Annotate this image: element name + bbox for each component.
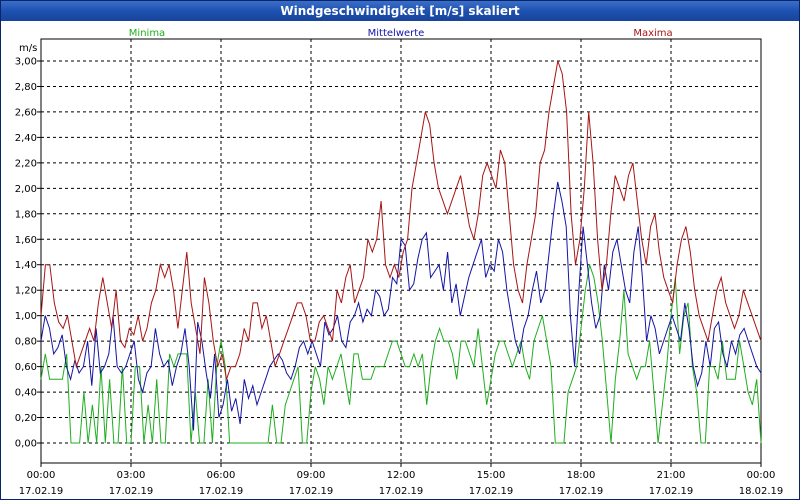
x-tick-time-label: 15:00 [477, 470, 506, 481]
x-tick-date-label: 17.02.19 [199, 486, 244, 497]
legend-max: Maxima [633, 28, 672, 39]
x-tick-time-label: 00:00 [27, 470, 56, 481]
y-tick-label: 2,40 [15, 133, 37, 144]
legend-mean: Mittelwerte [368, 28, 425, 39]
series-line-mean [40, 181, 762, 431]
y-tick-label: 1,60 [15, 235, 37, 246]
y-tick-label: 1,00 [15, 311, 37, 322]
x-tick-date-label: 17.02.19 [379, 486, 424, 497]
y-tick-label: 0,60 [15, 362, 37, 373]
x-tick-time-label: 12:00 [387, 470, 416, 481]
x-tick-time-label: 06:00 [207, 470, 236, 481]
y-tick-label: 0,20 [15, 413, 37, 424]
x-tick-date-label: 17.02.19 [19, 486, 64, 497]
window-title: Windgeschwindigkeit [m/s] skaliert [1, 1, 799, 21]
series-line-max [40, 60, 762, 380]
y-tick-label: 3,00 [15, 57, 37, 68]
y-tick-label: 1,20 [15, 286, 37, 297]
x-tick-time-label: 21:00 [657, 470, 686, 481]
x-tick-time-label: 00:00 [747, 470, 776, 481]
x-tick-time-label: 09:00 [297, 470, 326, 481]
series-line-min [40, 264, 762, 444]
legend-min: Minima [129, 28, 165, 39]
x-tick-date-label: 17.02.19 [289, 486, 334, 497]
y-tick-label: 0,00 [15, 439, 37, 450]
y-tick-label: 2,00 [15, 184, 37, 195]
y-tick-label: 2,60 [15, 107, 37, 118]
x-tick-time-label: 03:00 [117, 470, 146, 481]
wind-speed-chart: 0,00 0,20 0,40 0,60 0,80 1,00 1,20 1,40 1,60 1,80… [15, 28, 784, 497]
x-tick-date-label: 17.02.19 [649, 486, 694, 497]
x-tick-date-label: 17.02.19 [109, 486, 154, 497]
y-tick-label: 2,20 [15, 158, 37, 169]
y-tick-label: 0,80 [15, 337, 37, 348]
x-tick-date-label: 17.02.19 [559, 486, 604, 497]
y-tick-label: 0,40 [15, 388, 37, 399]
y-axis-label: m/s [19, 43, 37, 54]
x-tick-time-label: 18:00 [567, 470, 596, 481]
y-tick-label: 2,80 [15, 82, 37, 93]
y-tick-label: 1,80 [15, 209, 37, 220]
x-tick-date-label: 17.02.19 [469, 486, 514, 497]
x-tick-date-label: 18.02.19 [739, 486, 784, 497]
y-tick-label: 1,40 [15, 260, 37, 271]
